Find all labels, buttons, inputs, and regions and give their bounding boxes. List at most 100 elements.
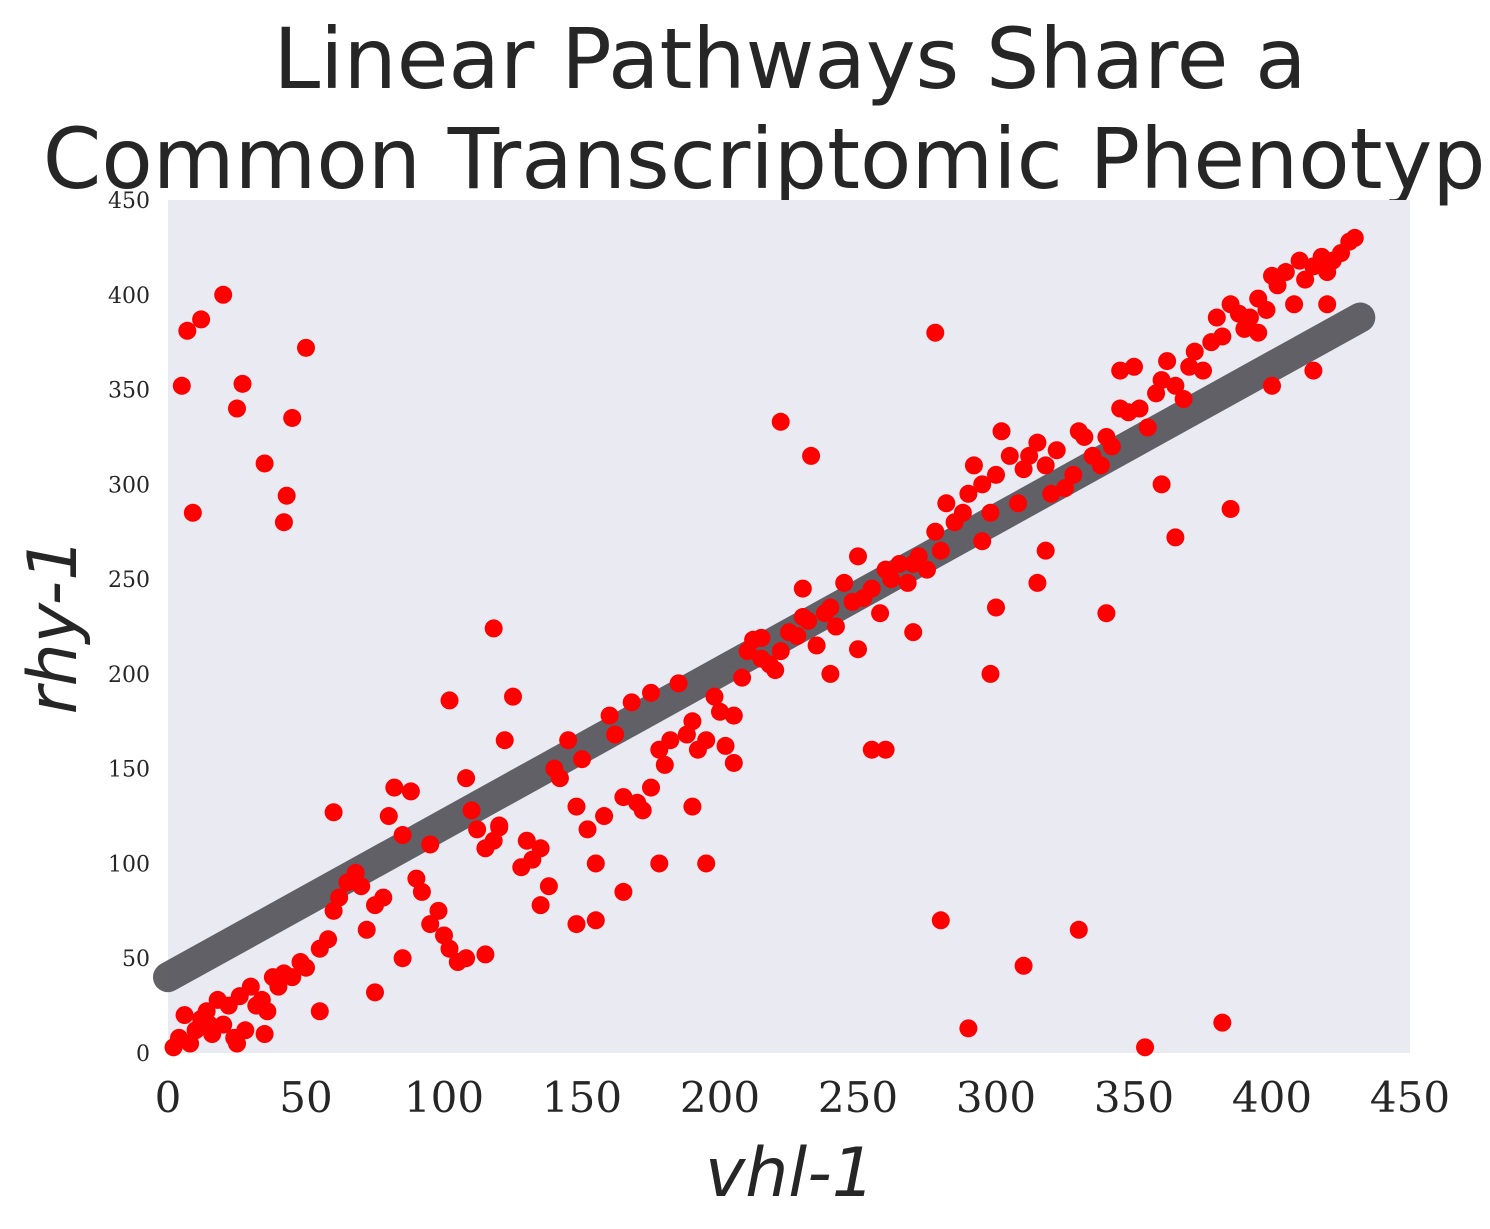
scatter-points (164, 228, 1364, 1057)
y-tick-label: 300 (108, 473, 150, 498)
data-point (600, 706, 619, 725)
data-point (981, 503, 1000, 522)
data-point (1091, 456, 1110, 475)
chart-title-line-2: Common Transcriptomic Phenotype (43, 110, 1490, 208)
data-point (849, 547, 867, 566)
data-point (771, 412, 790, 431)
data-point (716, 736, 735, 755)
data-point (606, 725, 625, 744)
data-point (1240, 308, 1259, 327)
data-point (1047, 441, 1066, 460)
data-point (1268, 276, 1287, 295)
data-point (821, 664, 840, 683)
data-point (642, 778, 660, 797)
data-point (642, 683, 660, 702)
data-point (1213, 1013, 1232, 1032)
y-axis-ticks: 0 50 100 150 200 250 300 350 400 450 (108, 189, 150, 1067)
data-point (573, 750, 591, 769)
data-point (1075, 427, 1094, 446)
data-point (1130, 399, 1149, 418)
data-point (476, 945, 495, 964)
data-point (771, 642, 790, 661)
data-point (255, 454, 274, 473)
data-point (973, 475, 992, 494)
data-point (1069, 920, 1088, 939)
data-point (1056, 479, 1074, 498)
data-point (539, 877, 558, 896)
data-point (1185, 342, 1204, 361)
data-point (214, 285, 233, 304)
y-tick-label: 350 (108, 379, 150, 404)
data-point (310, 1002, 329, 1021)
data-point (531, 839, 550, 858)
data-point (1136, 1038, 1155, 1057)
data-point (683, 712, 702, 731)
data-point (457, 949, 476, 968)
data-point (495, 731, 514, 750)
data-point (1102, 437, 1121, 456)
data-point (258, 1002, 277, 1021)
data-point (457, 769, 476, 788)
data-point (964, 456, 983, 475)
x-tick-label: 50 (279, 1073, 332, 1122)
data-point (926, 323, 945, 342)
data-point (1028, 433, 1047, 452)
chart-title-line-1: Linear Pathways Share a (273, 10, 1306, 108)
data-point (876, 740, 895, 759)
data-point (1020, 446, 1039, 465)
data-point (862, 579, 881, 598)
data-point (504, 687, 522, 706)
data-point (1221, 499, 1240, 518)
data-point (401, 782, 420, 801)
data-point (926, 522, 945, 541)
data-point (233, 374, 252, 393)
data-point (1064, 465, 1083, 484)
data-point (862, 740, 881, 759)
data-point (374, 888, 393, 907)
data-point (385, 778, 404, 797)
data-point (1028, 573, 1047, 592)
data-point (1174, 390, 1193, 409)
x-axis-ticks: 0 50 100 150 200 250 300 350 400 450 (155, 1073, 1450, 1122)
data-point (802, 446, 821, 465)
data-point (1097, 604, 1116, 623)
data-point (1290, 251, 1309, 270)
data-point (595, 807, 614, 826)
data-point (274, 513, 293, 532)
data-point (200, 1015, 219, 1034)
data-point (1318, 295, 1337, 314)
data-point (440, 691, 459, 710)
data-point (752, 628, 771, 647)
data-point (1138, 418, 1157, 437)
data-point (236, 1021, 255, 1040)
data-point (973, 532, 992, 551)
data-point (1249, 323, 1268, 342)
x-tick-label: 350 (1094, 1073, 1174, 1122)
data-point (904, 623, 923, 642)
data-point (953, 503, 972, 522)
y-tick-label: 100 (108, 852, 150, 877)
data-point (807, 636, 826, 655)
data-point (835, 573, 854, 592)
x-axis-label: vhl-1 (705, 1134, 875, 1213)
data-point (531, 896, 550, 915)
y-axis-label: rhy-1 (14, 538, 93, 715)
data-point (849, 640, 867, 659)
data-point (178, 321, 197, 340)
data-point (228, 1034, 246, 1053)
data-point (1152, 475, 1171, 494)
data-point (1166, 376, 1185, 395)
data-point (567, 797, 586, 816)
x-tick-label: 200 (680, 1073, 760, 1122)
data-point (297, 338, 315, 357)
data-point (175, 1006, 194, 1025)
data-point (826, 617, 845, 636)
data-point (959, 1019, 978, 1038)
data-point (421, 915, 440, 934)
data-point (1042, 484, 1061, 503)
data-point (468, 820, 487, 839)
data-point (898, 573, 917, 592)
x-tick-label: 450 (1370, 1073, 1450, 1122)
data-point (183, 503, 202, 522)
